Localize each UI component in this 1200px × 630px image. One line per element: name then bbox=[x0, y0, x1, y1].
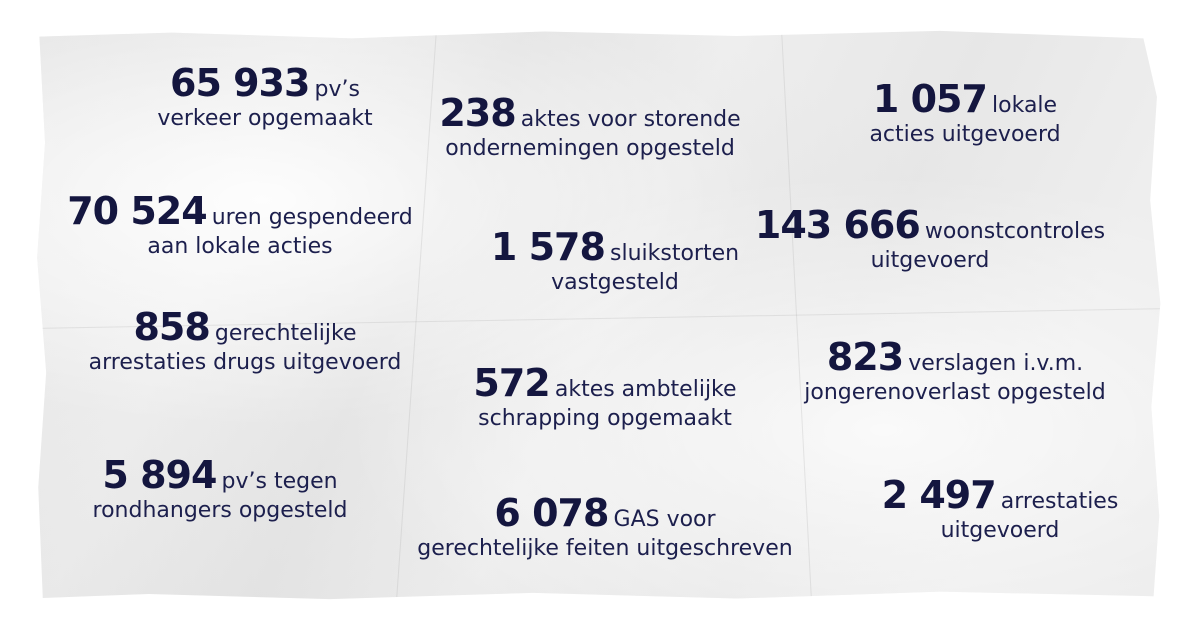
stat-gas-gerechtelijke-feiten: 6 078 GAS voor gerechtelijke feiten uitg… bbox=[400, 491, 810, 561]
stat-label-line2: vastgesteld bbox=[551, 269, 679, 295]
stat-label-line1: gerechtelijke bbox=[214, 321, 357, 346]
stat-arrestaties-drugs: 858 gerechtelijke arrestaties drugs uitg… bbox=[70, 305, 420, 375]
stat-label-line1: woonstcontroles bbox=[924, 219, 1106, 244]
stat-label-line2: acties uitgevoerd bbox=[869, 121, 1061, 147]
stat-lokale-acties: 1 057 lokale acties uitgevoerd bbox=[840, 77, 1090, 147]
stat-sluikstorten: 1 578 sluikstorten vastgesteld bbox=[470, 225, 760, 295]
stat-label-line1: pv’s bbox=[314, 77, 360, 102]
stat-label-line1: arrestaties bbox=[1000, 489, 1119, 514]
stat-aktes-ambtelijke-schrapping: 572 aktes ambtelijke schrapping opgemaak… bbox=[460, 361, 750, 431]
stat-number: 572 bbox=[473, 361, 550, 405]
stat-uren-gespendeerd: 70 524 uren gespendeerd aan lokale actie… bbox=[60, 189, 420, 259]
stat-label-line1: lokale bbox=[992, 93, 1058, 118]
stat-number: 70 524 bbox=[67, 189, 207, 233]
stat-number: 143 666 bbox=[754, 203, 921, 247]
stat-number: 1 057 bbox=[872, 77, 988, 121]
stat-number: 2 497 bbox=[881, 473, 997, 517]
stat-number: 823 bbox=[826, 335, 904, 379]
stat-woonstcontroles: 143 666 woonstcontroles uitgevoerd bbox=[740, 203, 1120, 273]
stat-number: 858 bbox=[133, 305, 210, 349]
stat-number: 65 933 bbox=[170, 61, 310, 105]
stat-rondhangers: 5 894 pv’s tegen rondhangers opgesteld bbox=[75, 453, 365, 523]
stat-label-line1: pv’s tegen bbox=[221, 469, 338, 494]
stat-jongerenoverlast: 823 verslagen i.v.m. jongerenoverlast op… bbox=[790, 335, 1120, 405]
stat-label-line1: aktes voor storende bbox=[520, 107, 741, 132]
stat-label-line2: aan lokale acties bbox=[147, 233, 333, 259]
stat-label-line2: arrestaties drugs uitgevoerd bbox=[88, 349, 402, 375]
stat-label-line2: uitgevoerd bbox=[940, 517, 1060, 543]
stat-label-line2: gerechtelijke feiten uitgeschreven bbox=[417, 535, 793, 561]
stat-label-line2: schrapping opgemaakt bbox=[478, 405, 732, 431]
stat-verkeer-pvs: 65 933 pv’s verkeer opgemaakt bbox=[120, 61, 410, 131]
stat-label-line2: ondernemingen opgesteld bbox=[445, 135, 735, 161]
stat-number: 6 078 bbox=[494, 491, 609, 535]
stat-number: 5 894 bbox=[102, 453, 217, 497]
stat-label-line1: uren gespendeerd bbox=[211, 205, 413, 230]
stat-label-line2: uitgevoerd bbox=[870, 247, 990, 273]
stat-label-line2: rondhangers opgesteld bbox=[92, 497, 348, 523]
stat-arrestaties: 2 497 arrestaties uitgevoerd bbox=[860, 473, 1140, 543]
crumpled-paper-background bbox=[37, 30, 1161, 600]
stat-number: 238 bbox=[439, 91, 516, 135]
stat-aktes-storende-ondernemingen: 238 aktes voor storende ondernemingen op… bbox=[415, 91, 765, 161]
stat-label-line1: sluikstorten bbox=[610, 241, 740, 266]
stat-label-line2: jongerenoverlast opgesteld bbox=[804, 379, 1106, 405]
stat-label-line1: GAS voor bbox=[613, 507, 716, 532]
stat-number: 1 578 bbox=[490, 225, 606, 269]
stat-label-line1: verslagen i.v.m. bbox=[908, 351, 1084, 376]
stat-label-line1: aktes ambtelijke bbox=[554, 377, 737, 402]
stat-label-line2: verkeer opgemaakt bbox=[157, 105, 373, 131]
